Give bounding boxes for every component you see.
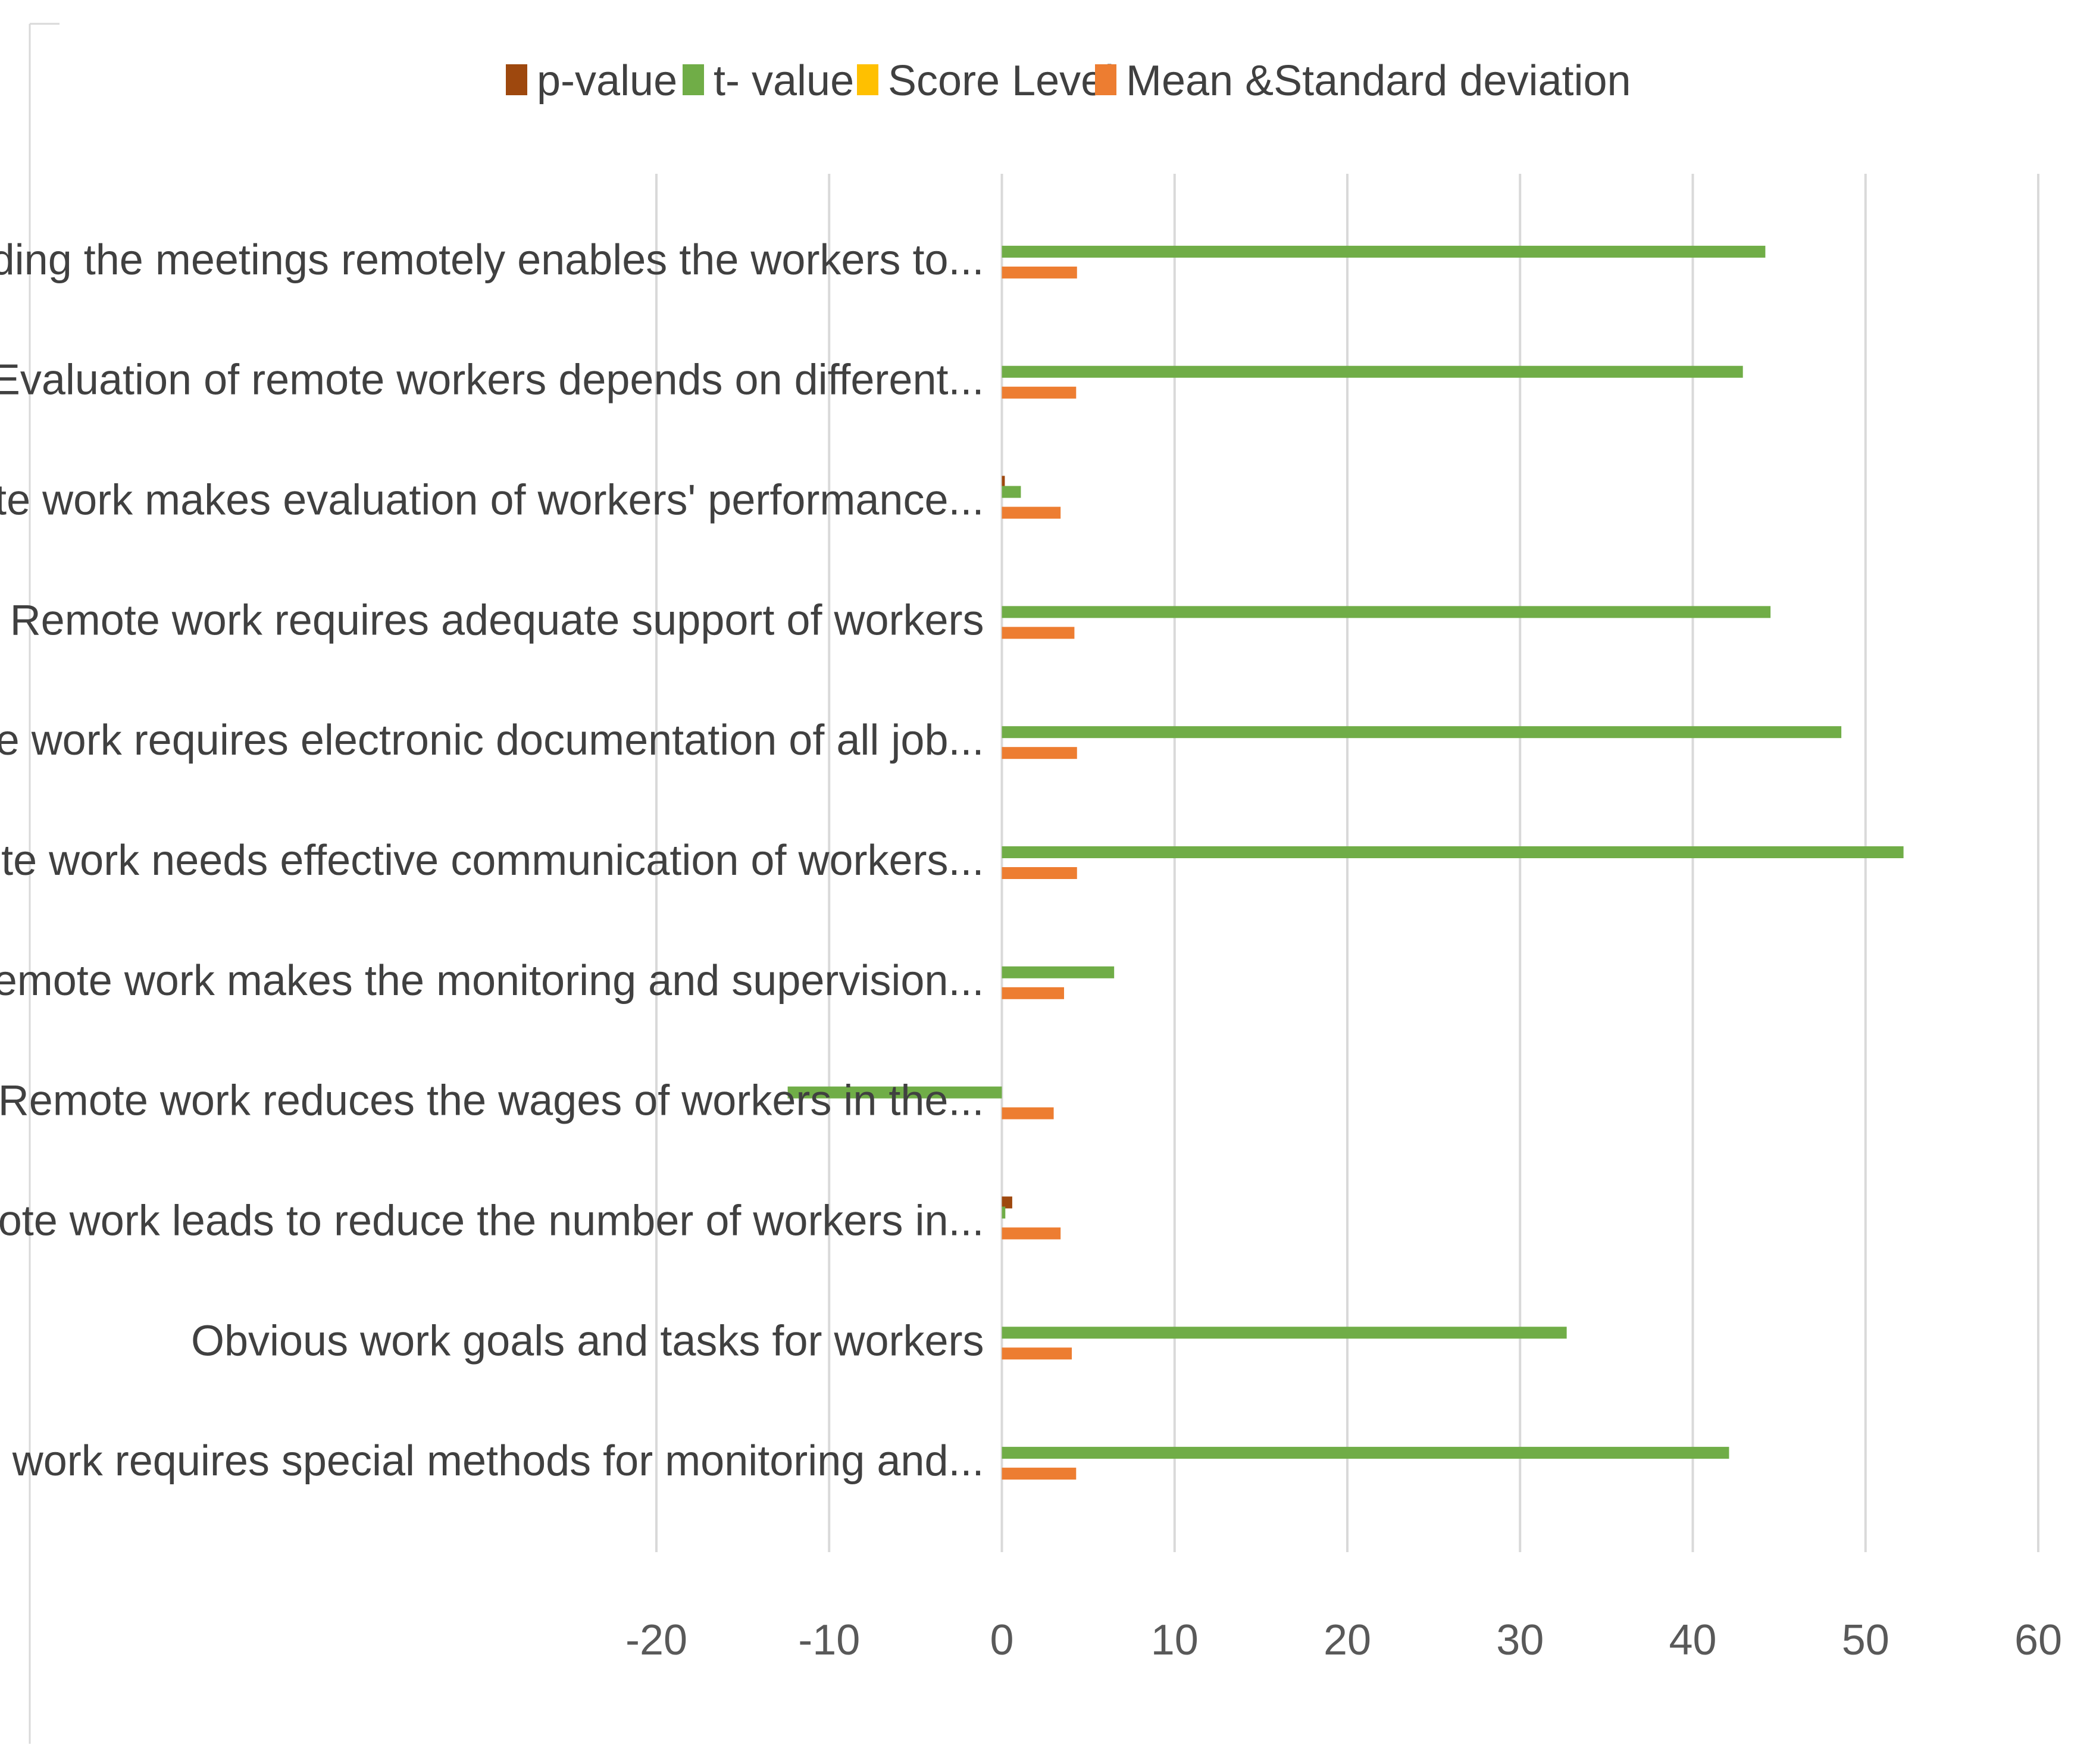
x-tick-label: 50 — [1842, 1616, 1889, 1664]
legend-swatch — [1095, 64, 1116, 95]
category-label: Remote work reduces the wages of workers… — [0, 1077, 984, 1125]
bar-t-value — [1002, 1206, 1006, 1219]
legend-label: Score Level — [888, 57, 1114, 105]
bar-t-value — [1002, 846, 1904, 858]
x-axis-ticks: -20 -10 0 10 20 30 40 50 60 — [625, 1616, 2062, 1664]
bar-t-value — [1002, 966, 1115, 978]
bar-p-value — [1002, 476, 1005, 488]
legend-swatch — [857, 64, 878, 95]
legend-label: t- value — [714, 57, 854, 105]
bar-mean-standard-deviation — [1002, 867, 1077, 879]
category-label: Remote work makes the monitoring and sup… — [0, 957, 984, 1005]
category-label: Holding the meetings remotely enables th… — [0, 236, 984, 284]
bar-mean-standard-deviation — [1002, 987, 1064, 999]
bar-mean-standard-deviation — [1002, 1107, 1054, 1119]
bar-p-value — [1002, 1196, 1012, 1209]
legend-swatch — [506, 64, 527, 95]
bar-t-value — [1002, 606, 1771, 618]
category-label: Remote work requires adequate support of… — [10, 596, 984, 644]
legend-label: p-value — [537, 57, 677, 105]
legend: p-value t- value Score Level Mean &Standard… — [506, 57, 1631, 105]
bar-mean-standard-deviation — [1002, 627, 1075, 639]
bar-mean-standard-deviation — [1002, 747, 1077, 759]
bar-mean-standard-deviation — [1002, 1468, 1077, 1480]
bars — [787, 245, 1904, 1480]
bar-t-value — [1002, 726, 1842, 739]
bar-mean-standard-deviation — [1002, 506, 1061, 519]
bar-mean-standard-deviation — [1002, 386, 1077, 399]
bar-t-value — [1002, 365, 1743, 378]
legend-label: Mean &Standard deviation — [1126, 57, 1631, 105]
category-label: Remote work makes evaluation of workers'… — [0, 477, 984, 524]
x-tick-label: 10 — [1151, 1616, 1199, 1664]
category-label: Remote work needs effective communicatio… — [0, 837, 984, 884]
legend-swatch — [683, 64, 704, 95]
bar-mean-standard-deviation — [1002, 266, 1077, 279]
category-label: Remote work requires electronic document… — [0, 717, 984, 764]
x-tick-label: 60 — [2014, 1616, 2062, 1664]
x-tick-label: 30 — [1496, 1616, 1544, 1664]
bar-mean-standard-deviation — [1002, 1227, 1061, 1240]
bar-t-value — [787, 1086, 1002, 1099]
x-tick-label: 0 — [990, 1616, 1013, 1664]
category-labels: Holding the meetings remotely enables th… — [0, 236, 984, 1485]
category-label: Remote work requires special methods for… — [0, 1437, 984, 1485]
gridlines — [655, 174, 2039, 1552]
x-tick-label: 20 — [1324, 1616, 1371, 1664]
bar-t-value — [1002, 245, 1766, 258]
category-label: Obvious work goals and tasks for workers — [191, 1317, 984, 1365]
x-tick-label: 40 — [1669, 1616, 1716, 1664]
bar-t-value — [1002, 1447, 1729, 1459]
bar-t-value — [1002, 1327, 1567, 1339]
x-tick-label: -10 — [798, 1616, 860, 1664]
x-tick-label: -20 — [625, 1616, 687, 1664]
category-label: Evaluation of remote workers depends on … — [0, 356, 984, 404]
bar-t-value — [1002, 486, 1021, 498]
category-label: Remote work leads to reduce the number o… — [0, 1197, 984, 1244]
bar-mean-standard-deviation — [1002, 1347, 1072, 1360]
